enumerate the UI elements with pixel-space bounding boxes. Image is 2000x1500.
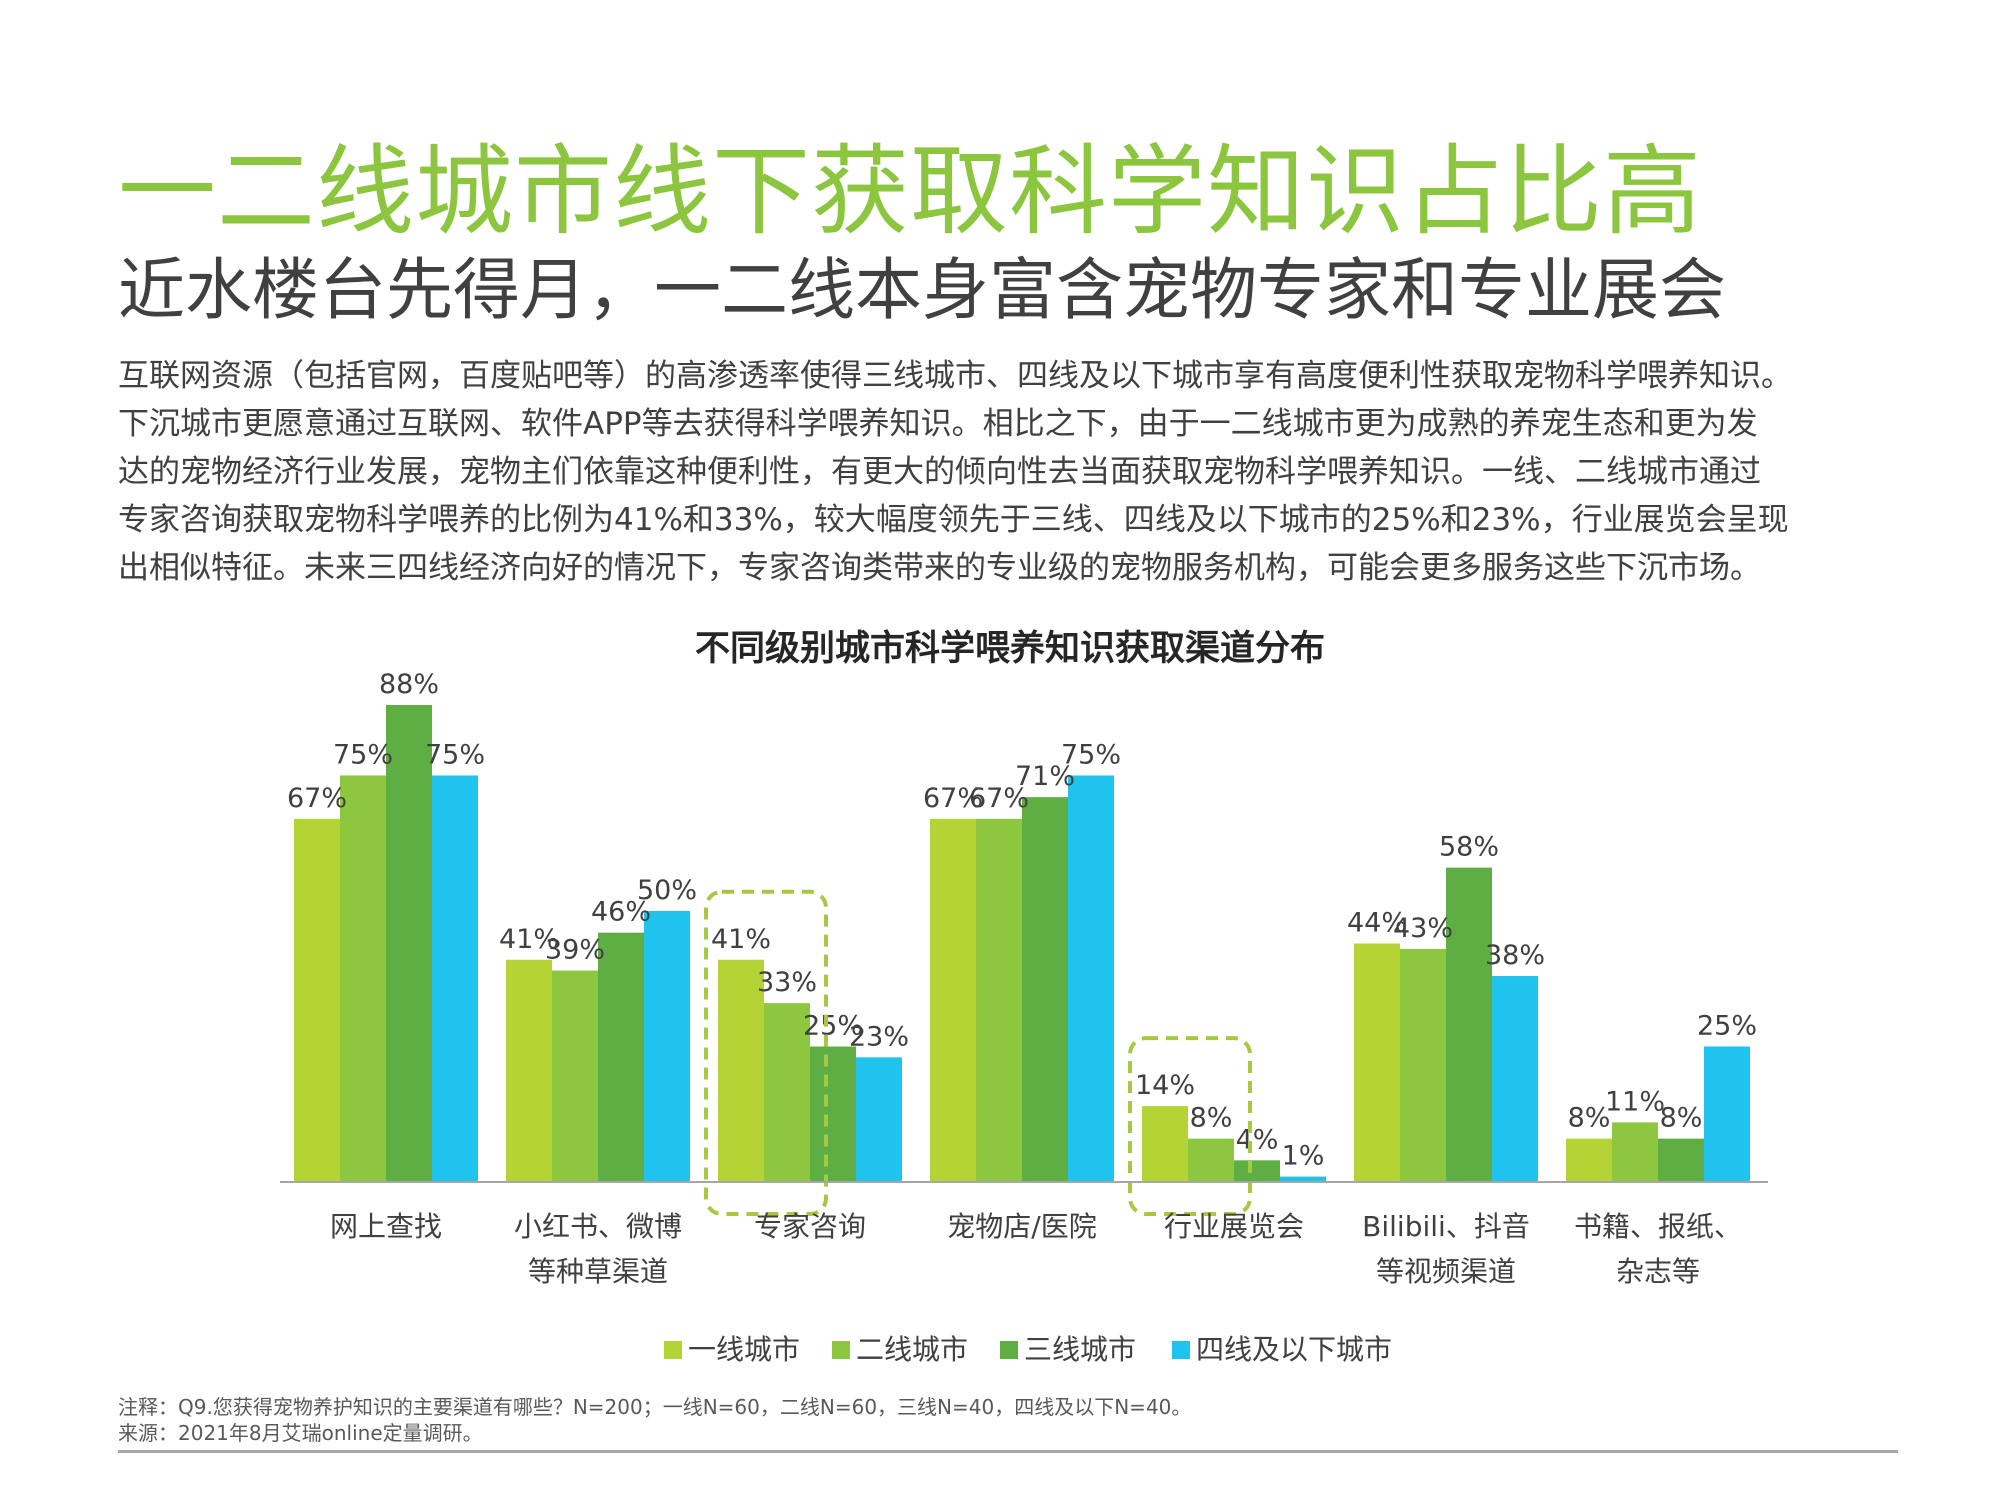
category-label: 行业展览会 xyxy=(1164,1210,1304,1243)
bar xyxy=(506,959,552,1182)
bar xyxy=(976,818,1022,1182)
data-label: 8% xyxy=(1660,1103,1703,1134)
category-label: 书籍、报纸、 xyxy=(1574,1210,1742,1243)
bars-layer xyxy=(294,705,1750,1182)
body-line: 互联网资源（包括官网，百度贴吧等）的高渗透率使得三线城市、四线及以下城市享有高度… xyxy=(118,358,1792,394)
page-title: 一二线城市线下获取科学知识占比高 xyxy=(118,135,1703,249)
body-line: 专家咨询获取宠物科学喂养的比例为41%和33%，较大幅度领先于三线、四线及以下城… xyxy=(118,502,1789,538)
data-label: 58% xyxy=(1439,832,1499,863)
highlight-box xyxy=(1128,1036,1252,1217)
bar xyxy=(598,932,644,1182)
legend-label: 二线城市 xyxy=(856,1333,968,1366)
chart-title: 不同级别城市科学喂养知识获取渠道分布 xyxy=(695,628,1325,669)
bar xyxy=(294,818,340,1182)
bar xyxy=(856,1057,902,1182)
bar xyxy=(552,970,598,1182)
bar xyxy=(810,1046,856,1182)
data-label: 8% xyxy=(1568,1103,1611,1134)
bar xyxy=(1492,976,1538,1182)
bar xyxy=(1566,1138,1612,1182)
value-labels-layer: 67%75%88%75%41%39%46%50%41%33%25%23%67%6… xyxy=(287,669,1757,1172)
data-label: 25% xyxy=(1697,1010,1757,1041)
category-label: 网上查找 xyxy=(330,1210,442,1243)
highlight-boxes-layer xyxy=(704,889,1252,1217)
bar xyxy=(386,705,432,1182)
data-label: 8% xyxy=(1190,1103,1233,1134)
footnote-note: 注释：Q9.您获得宠物养护知识的主要渠道有哪些？N=200；一线N=60，二线N… xyxy=(118,1395,1192,1419)
bar xyxy=(340,775,386,1182)
legend-swatch xyxy=(1172,1341,1190,1359)
category-label: 专家咨询 xyxy=(754,1210,866,1243)
body-line: 出相似特征。未来三四线经济向好的情况下，专家咨询类带来的专业级的宠物服务机构，可… xyxy=(118,550,1761,586)
category-label: 等视频渠道 xyxy=(1376,1255,1516,1288)
footnotes: 注释：Q9.您获得宠物养护知识的主要渠道有哪些？N=200；一线N=60，二线N… xyxy=(118,1394,1191,1446)
legend-label: 四线及以下城市 xyxy=(1196,1333,1392,1366)
bar xyxy=(1142,1106,1188,1182)
data-label: 44% xyxy=(1347,908,1407,939)
highlight-box xyxy=(704,889,828,1216)
data-label: 75% xyxy=(333,739,393,770)
bar xyxy=(1068,775,1114,1182)
legend-swatch xyxy=(832,1341,850,1359)
data-label: 25% xyxy=(803,1010,863,1041)
bar xyxy=(1704,1046,1750,1182)
bar xyxy=(1400,948,1446,1182)
data-label: 67% xyxy=(923,783,983,814)
bar xyxy=(1234,1160,1280,1182)
bar xyxy=(1022,797,1068,1182)
data-label: 41% xyxy=(499,924,559,955)
data-label: 14% xyxy=(1135,1070,1195,1101)
data-label: 23% xyxy=(849,1021,909,1052)
data-label: 11% xyxy=(1605,1086,1665,1117)
data-label: 1% xyxy=(1282,1141,1325,1172)
data-label: 67% xyxy=(287,783,347,814)
data-label: 71% xyxy=(1015,761,1075,792)
bar xyxy=(764,1003,810,1182)
bar xyxy=(1188,1138,1234,1182)
bar-chart: 不同级别城市科学喂养知识获取渠道分布 67%75%88%75%41%39%46%… xyxy=(280,628,1768,1366)
data-label: 50% xyxy=(637,875,697,906)
data-label: 38% xyxy=(1485,940,1545,971)
bar xyxy=(1612,1122,1658,1182)
data-label: 46% xyxy=(591,897,651,928)
data-label: 4% xyxy=(1236,1124,1279,1155)
bar xyxy=(930,818,976,1182)
page-subtitle: 近水楼台先得月，一二线本身富含宠物专家和专业展会 xyxy=(118,251,1726,329)
data-label: 39% xyxy=(545,935,605,966)
bar xyxy=(718,959,764,1182)
bar xyxy=(1354,943,1400,1182)
data-label: 41% xyxy=(711,924,771,955)
bar xyxy=(1280,1176,1326,1182)
bar xyxy=(1446,867,1492,1182)
category-label: 杂志等 xyxy=(1616,1255,1700,1288)
category-label: 小红书、微博 xyxy=(514,1210,682,1243)
category-label: Bilibili、抖音 xyxy=(1362,1210,1530,1243)
data-label: 67% xyxy=(969,783,1029,814)
footer-divider xyxy=(118,1450,1898,1453)
category-label: 宠物店/医院 xyxy=(947,1210,1096,1243)
legend-swatch xyxy=(664,1341,682,1359)
body-line: 下沉城市更愿意通过互联网、软件APP等去获得科学喂养知识。相比之下，由于一二线城… xyxy=(118,406,1758,442)
body-line: 达的宠物经济行业发展，宠物主们依靠这种便利性，有更大的倾向性去当面获取宠物科学喂… xyxy=(118,454,1761,490)
body-paragraph: 互联网资源（包括官网，百度贴吧等）的高渗透率使得三线城市、四线及以下城市享有高度… xyxy=(118,352,1918,592)
bar xyxy=(644,910,690,1182)
bar xyxy=(1658,1138,1704,1182)
data-label: 75% xyxy=(425,739,485,770)
data-label: 33% xyxy=(757,967,817,998)
data-label: 88% xyxy=(379,669,439,700)
legend: 一线城市 二线城市 三线城市 四线及以下城市 xyxy=(664,1333,1392,1366)
legend-swatch xyxy=(1000,1341,1018,1359)
data-label: 43% xyxy=(1393,913,1453,944)
legend-label: 三线城市 xyxy=(1024,1333,1136,1366)
category-label: 等种草渠道 xyxy=(528,1255,668,1288)
footnote-source: 来源：2021年8月艾瑞online定量调研。 xyxy=(118,1421,483,1445)
bar xyxy=(432,775,478,1182)
data-label: 75% xyxy=(1061,739,1121,770)
legend-label: 一线城市 xyxy=(688,1333,800,1366)
